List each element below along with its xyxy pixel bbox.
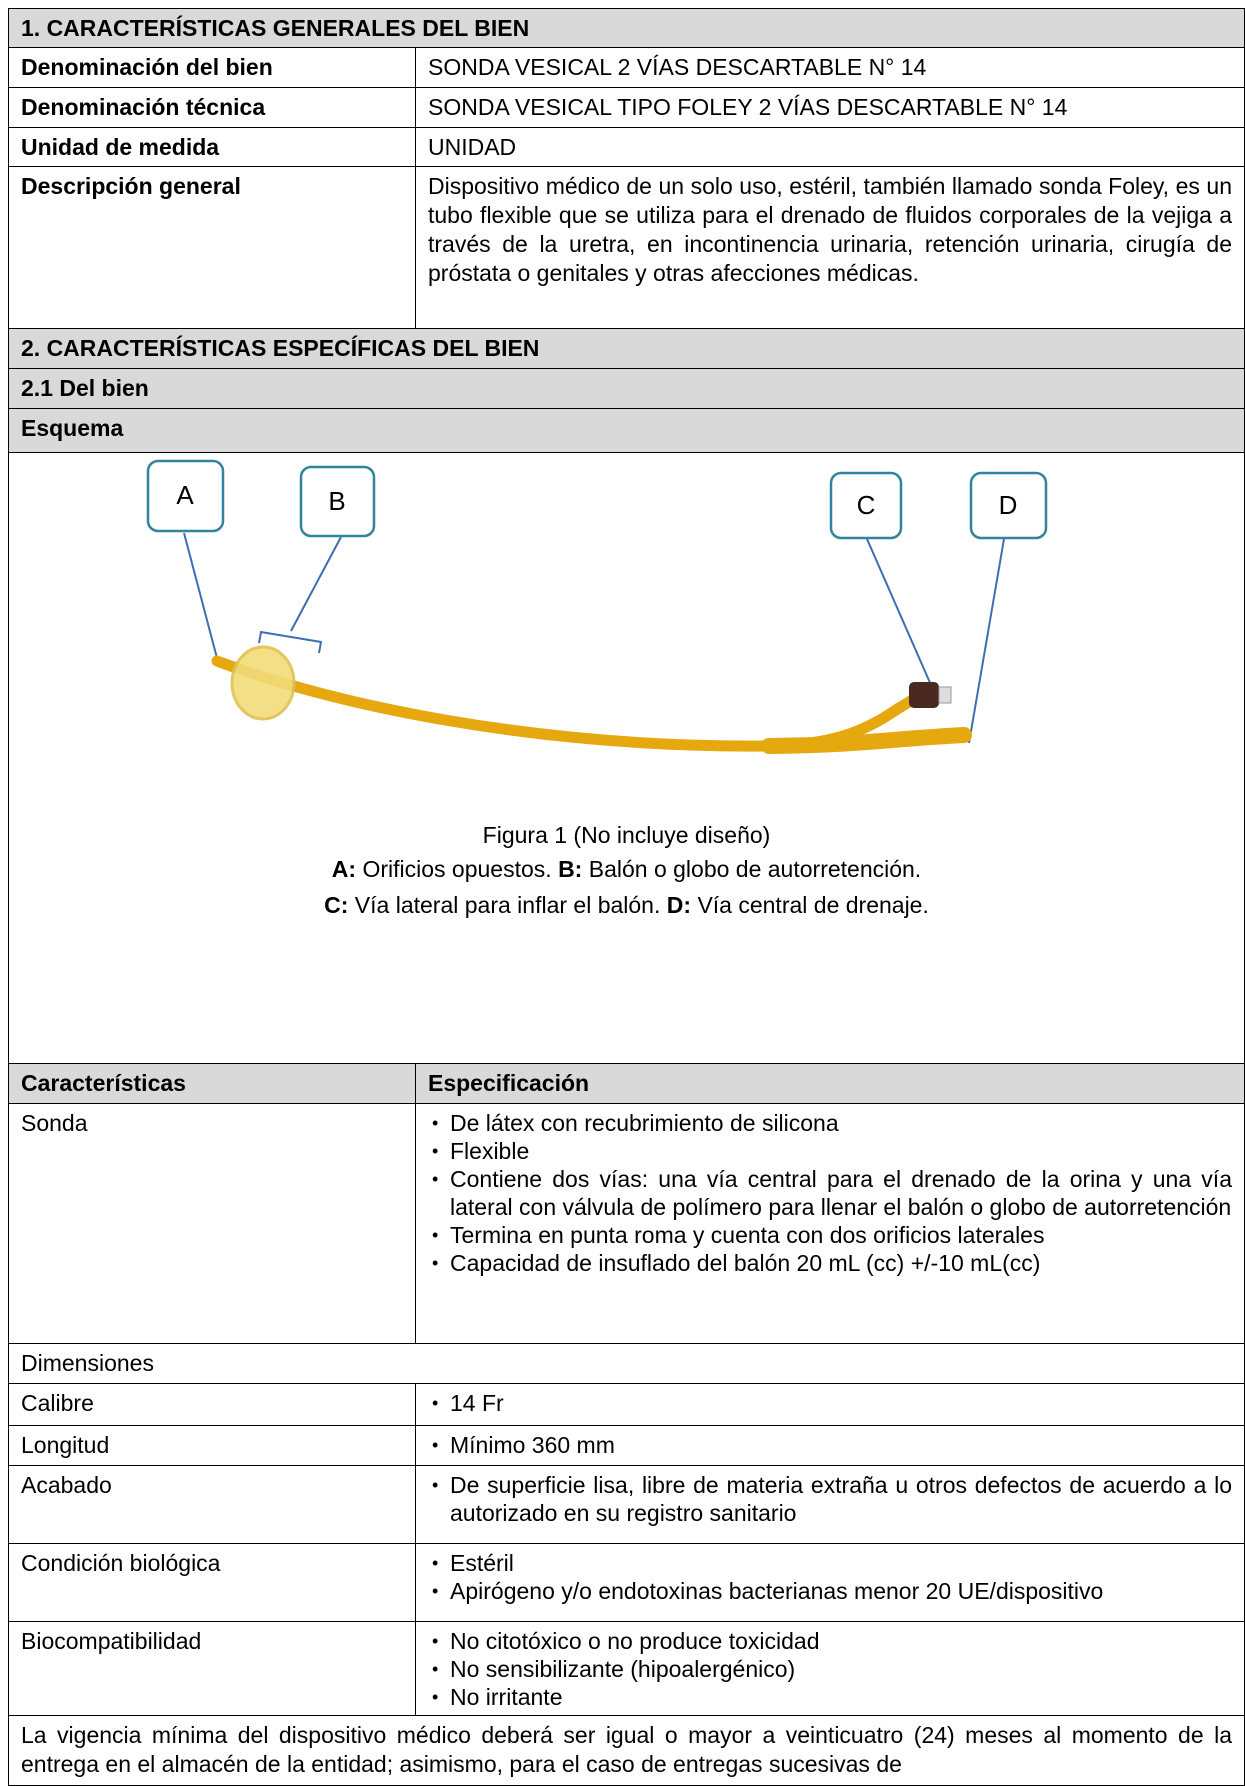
spec-value: De látex con recubrimiento de silicona F… <box>415 1103 1245 1344</box>
spec-item: De látex con recubrimiento de silicona <box>432 1109 1232 1137</box>
spec-item: De superficie lisa, libre de materia ext… <box>432 1471 1232 1527</box>
field-label: Denominación técnica <box>8 87 416 128</box>
section-title: 1. CARACTERÍSTICAS GENERALES DEL BIEN <box>8 8 1245 48</box>
pointer-line <box>183 532 218 659</box>
spec-name: Longitud <box>8 1425 416 1466</box>
spec-item: Apirógeno y/o endotoxinas bacterianas me… <box>432 1577 1232 1605</box>
spec-value: Estéril Apirógeno y/o endotoxinas bacter… <box>415 1543 1245 1622</box>
legend-text: Orificios opuestos. <box>362 856 552 882</box>
label-box <box>969 471 1048 540</box>
legend-text: Balón o globo de autorretención. <box>588 856 922 882</box>
field-label: Denominación del bien <box>8 47 416 88</box>
legend-key: C: <box>324 892 349 918</box>
field-label: Descripción general <box>8 166 416 329</box>
spec-sheet: 1. CARACTERÍSTICAS GENERALES DEL BIEN De… <box>8 8 1245 1786</box>
legend-key: A: <box>331 856 357 882</box>
catheter-diagram: A B C D <box>146 459 1048 754</box>
figure-legend: C: Vía lateral para inflar el balón. D: … <box>9 890 1244 920</box>
legend-key: D: <box>666 892 692 918</box>
section-title: 2. CARACTERÍSTICAS ESPECÍFICAS DEL BIEN <box>8 328 1245 369</box>
spec-item: No irritante <box>432 1683 1232 1711</box>
legend-text: Vía central de drenaje. <box>697 892 929 918</box>
label-box <box>299 465 376 538</box>
field-value: SONDA VESICAL 2 VÍAS DESCARTABLE N° 14 <box>415 47 1245 88</box>
spec-group: Dimensiones <box>8 1343 1245 1384</box>
spec-item: Capacidad de insuflado del balón 20 mL (… <box>432 1249 1232 1277</box>
column-header: Características <box>8 1063 416 1104</box>
spec-name: Calibre <box>8 1383 416 1426</box>
label: D <box>999 490 1018 520</box>
label: A <box>176 480 194 510</box>
label-box <box>146 459 225 533</box>
spec-name: Acabado <box>8 1465 416 1544</box>
spec-value: De superficie lisa, libre de materia ext… <box>415 1465 1245 1544</box>
spec-value: 14 Fr <box>415 1383 1245 1426</box>
valve <box>909 682 939 708</box>
spec-name: Condición biológica <box>8 1543 416 1622</box>
spec-item: Flexible <box>432 1137 1232 1165</box>
spec-item: No sensibilizante (hipoalergénico) <box>432 1655 1232 1683</box>
field-value: SONDA VESICAL TIPO FOLEY 2 VÍAS DESCARTA… <box>415 87 1245 128</box>
spec-name: Sonda <box>8 1103 416 1344</box>
balloon <box>230 645 296 721</box>
label: B <box>328 486 345 516</box>
catheter <box>211 645 972 754</box>
label: C <box>857 490 876 520</box>
spec-item: No citotóxico o no produce toxicidad <box>432 1627 1232 1655</box>
subsection-title: 2.1 Del bien <box>8 368 1245 409</box>
note: La vigencia mínima del dispositivo médic… <box>21 1722 1232 1777</box>
drain-branch <box>761 727 972 754</box>
note-cell: La vigencia mínima del dispositivo médic… <box>8 1715 1245 1786</box>
field-value: UNIDAD <box>415 127 1245 167</box>
figure-cell: A B C D Figura 1 (No incluye diseño) A: … <box>8 452 1245 1064</box>
spec-item: Mínimo 360 mm <box>432 1431 1232 1459</box>
pointer-line <box>968 538 1005 744</box>
spec-value: No citotóxico o no produce toxicidad No … <box>415 1621 1245 1716</box>
figure: A B C D Figura 1 (No incluye diseño) A: … <box>9 453 1244 1063</box>
spec-name: Biocompatibilidad <box>8 1621 416 1716</box>
bracket <box>258 630 323 654</box>
field-label: Unidad de medida <box>8 127 416 167</box>
spec-item: Estéril <box>432 1549 1232 1577</box>
figure-legend: A: Orificios opuestos. B: Balón o globo … <box>9 854 1244 884</box>
scheme-title: Esquema <box>8 408 1245 453</box>
figure-caption: Figura 1 (No incluye diseño) <box>482 822 771 848</box>
pointer-line <box>866 538 932 686</box>
spec-item: Contiene dos vías: una vía central para … <box>432 1165 1232 1221</box>
legend-key: B: <box>558 856 583 882</box>
spec-item: 14 Fr <box>432 1389 1232 1417</box>
field-value: Dispositivo médico de un solo uso, estér… <box>415 166 1245 329</box>
column-header: Especificación <box>415 1063 1245 1104</box>
spec-value: Mínimo 360 mm <box>415 1425 1245 1466</box>
valve-cap <box>938 686 952 704</box>
label-box <box>829 471 903 540</box>
tube <box>211 655 920 752</box>
legend-text: Vía lateral para inflar el balón. <box>354 892 661 918</box>
spec-item: Termina en punta roma y cuenta con dos o… <box>432 1221 1232 1249</box>
pointer-line <box>290 536 342 632</box>
